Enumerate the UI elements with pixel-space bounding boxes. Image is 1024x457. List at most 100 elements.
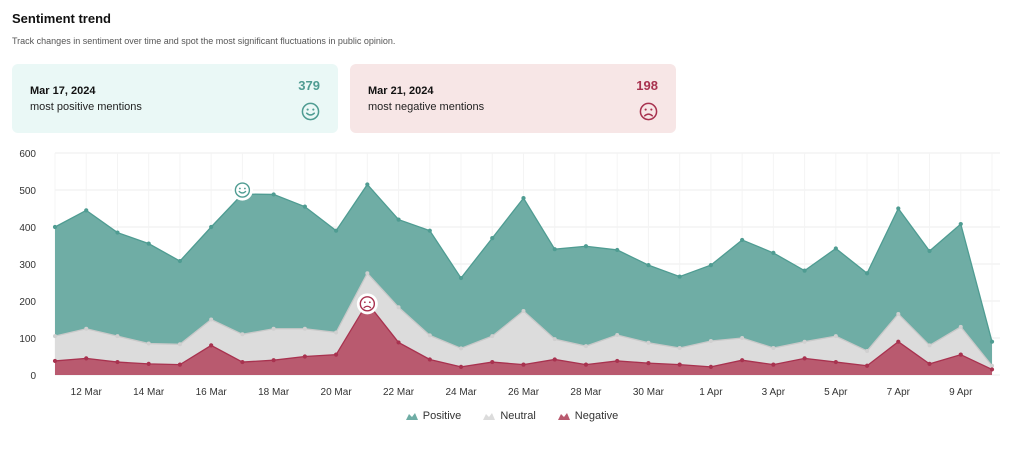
neutral-point [677,345,682,350]
neutral-point [271,326,276,331]
most-negative-card: Mar 21, 2024 most negative mentions 198 [350,64,676,133]
positive-point [927,248,932,254]
positive-point [84,208,89,213]
legend-item-neutral[interactable]: Neutral [483,410,536,422]
negative-point [115,359,120,365]
negative-point [677,362,682,367]
neutral-point [53,334,57,339]
x-tick-label: 16 Mar [196,387,228,398]
positive-point [958,221,963,227]
negative-point [583,362,589,367]
negative-point [521,362,526,367]
positive-point [615,247,620,253]
positive-point [209,224,214,230]
positive-point [302,204,307,209]
negative-point [708,364,714,369]
neutral-point [927,343,932,348]
negative-point [927,361,932,366]
neutral-point [115,334,120,339]
neutral-point [240,332,245,337]
negative-point [427,357,432,362]
positive-point [896,206,901,211]
positive-point [771,250,776,255]
positive-point [146,241,151,246]
neutral-point [84,326,89,331]
x-tick-label: 30 Mar [633,387,665,398]
positive-point [646,263,651,268]
x-tick-label: 22 Mar [383,387,415,398]
positive-point [427,228,432,233]
negative-point [958,352,963,357]
negative-point [864,363,870,368]
most-positive-date: Mar 17, 2024 [30,85,96,97]
x-tick-label: 18 Mar [258,387,290,398]
neutral-point [740,336,745,340]
x-tick-label: 3 Apr [762,387,786,398]
positive-point [52,224,58,230]
neutral-point [708,338,713,343]
negative-area [55,302,992,375]
x-tick-label: 1 Apr [699,387,723,398]
most-positive-count: 379 [298,78,320,93]
negative-point [458,364,464,369]
negative-point [84,356,89,361]
negative-point [490,359,495,365]
y-tick-label: 500 [19,186,36,197]
most-positive-label: most positive mentions [30,101,142,113]
neutral-point [396,305,401,310]
x-tick-label: 14 Mar [133,387,165,398]
positive-point [365,182,370,187]
negative-point [615,358,620,364]
positive-point [583,244,589,249]
negative-point [896,339,901,344]
x-tick-label: 26 Mar [508,387,540,398]
positive-point [708,263,714,268]
legend-item-negative[interactable]: Negative [557,410,618,422]
positive-point [396,217,401,222]
positive-point [177,258,183,264]
negative-point [209,343,214,348]
neutral-point [365,271,370,276]
most-negative-label: most negative mentions [368,101,485,113]
x-tick-label: 24 Mar [445,387,477,398]
positive-point [833,246,838,251]
positive-point [740,237,745,243]
x-tick-label: 7 Apr [887,387,911,398]
neutral-point [833,334,838,339]
negative-point [552,357,557,362]
chart-subtitle: Track changes in sentiment over time and… [12,36,396,46]
positive-point [864,271,870,276]
neutral-point [209,317,214,322]
chart-title: Sentiment trend [12,11,111,26]
negative-point [302,354,307,359]
y-tick-label: 100 [19,334,36,345]
neutral-area [55,273,992,370]
positive-point [271,192,276,197]
legend-swatch-positive [405,413,418,420]
neutral-point [459,346,464,351]
positive-area [55,184,992,366]
y-tick-label: 400 [19,223,36,234]
legend-swatch-neutral [483,413,496,420]
neutral-point [802,339,807,344]
negative-point [177,362,183,367]
x-tick-label: 9 Apr [949,387,973,398]
negative-point [989,367,995,372]
smile-icon [231,179,253,201]
positive-point [334,228,339,233]
frown-icon [356,293,378,315]
positive-point [458,275,464,281]
neutral-point [990,363,994,368]
neutral-point [334,330,339,335]
y-tick-label: 600 [19,149,36,160]
sentiment-area-chart: 0 100 200 300 400 500 600 12 Mar 14 Mar 16 Mar 18 … [19,149,1000,398]
legend-item-positive[interactable]: Positive [405,410,461,422]
positive-point [552,247,557,252]
x-tick-label: 12 Mar [71,387,103,398]
legend-label-neutral: Neutral [500,410,536,422]
neutral-point [490,334,495,339]
smile-icon [301,102,320,121]
negative-point [334,352,339,357]
neutral-point [958,324,963,329]
negative-point [146,361,151,366]
